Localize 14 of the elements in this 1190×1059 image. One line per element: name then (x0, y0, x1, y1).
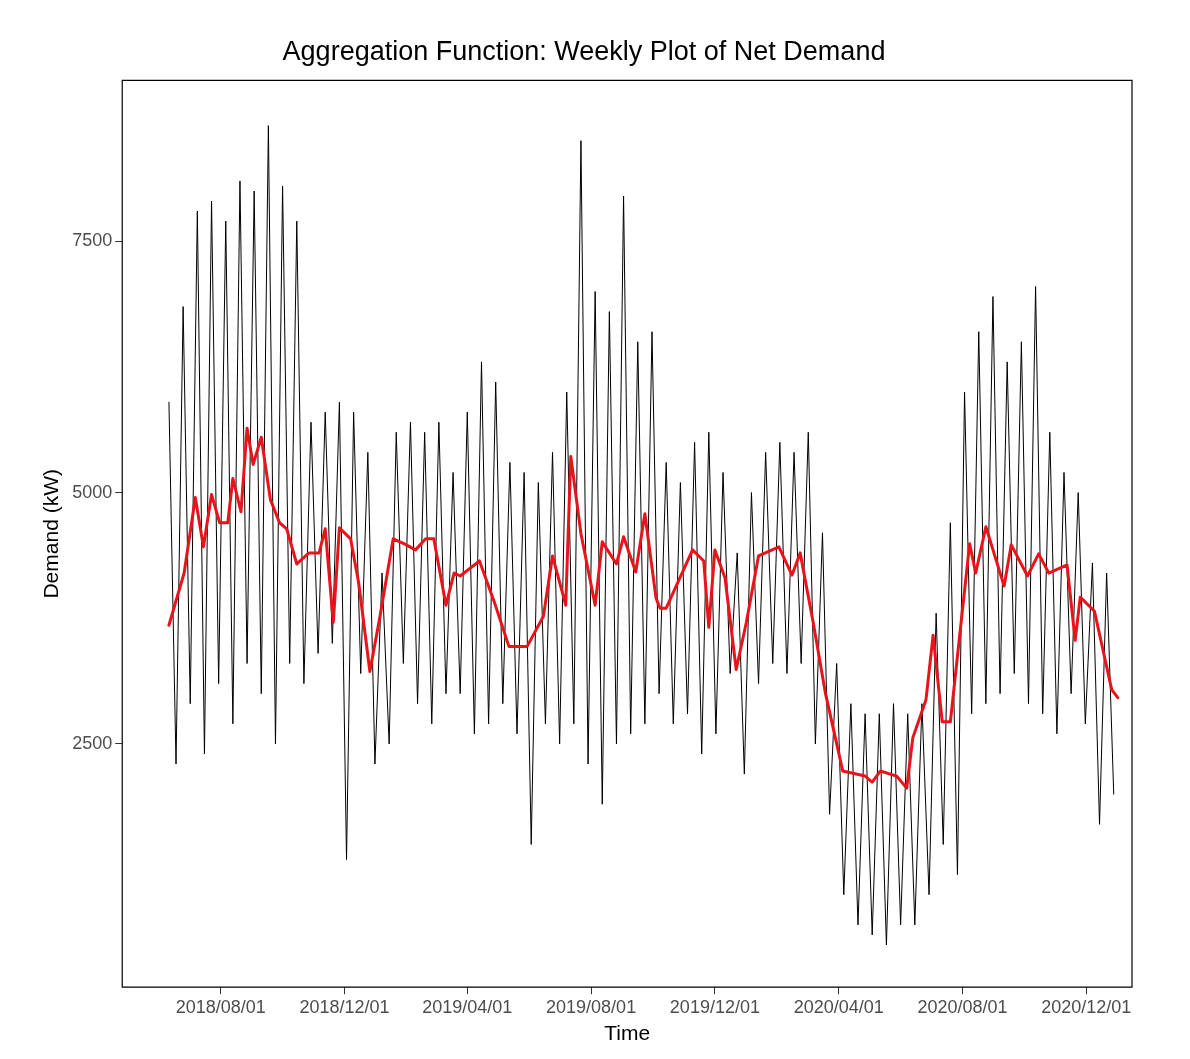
x-tick-label: 2019/08/01 (546, 996, 637, 1017)
y-tick-label: 7500 (72, 230, 113, 251)
x-tick-label: 2018/08/01 (175, 996, 266, 1017)
x-tick-label: 2018/12/01 (299, 996, 390, 1017)
y-tick-label: 2500 (72, 732, 113, 753)
x-tick-label: 2020/04/01 (793, 996, 884, 1017)
x-tick-label: 2020/08/01 (917, 996, 1008, 1017)
chart-title: Aggregation Function: Weekly Plot of Net Demand (282, 35, 886, 66)
x-tick-label: 2020/12/01 (1041, 996, 1132, 1017)
x-axis-title: Time (604, 1021, 651, 1045)
y-tick-label: 5000 (72, 481, 113, 502)
y-axis-title: Demand (kW) (39, 469, 63, 599)
x-tick-label: 2019/04/01 (422, 996, 513, 1017)
x-tick-label: 2019/12/01 (669, 996, 760, 1017)
